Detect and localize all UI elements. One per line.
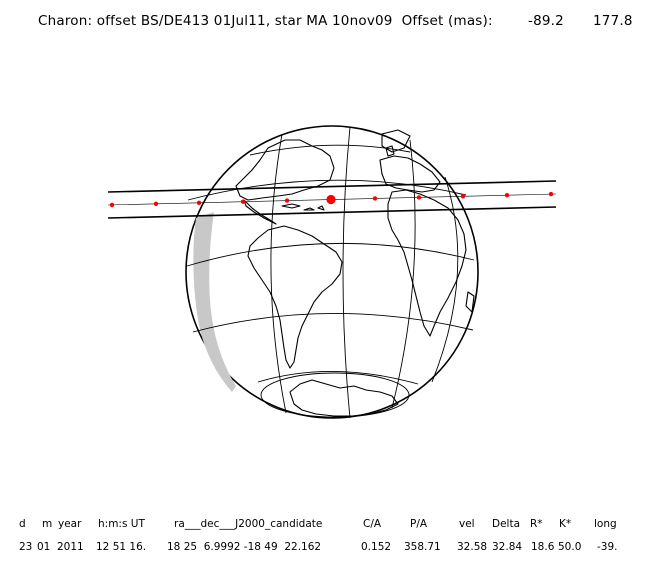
time-point [416, 195, 422, 200]
north-america-coast [235, 139, 335, 201]
polar-circle [260, 372, 410, 418]
africa-coast [387, 189, 467, 337]
meridian-line [342, 126, 351, 419]
greenland-coast [381, 129, 411, 153]
central-america-coast [243, 199, 277, 225]
cell-coordinates: 18 25 6.9992 -18 49 22.162 [167, 541, 322, 553]
col-header-pa: P/A [410, 518, 428, 530]
col-header-r: R* [530, 518, 543, 530]
col-header-delta: Delta [492, 518, 521, 530]
time-point [284, 198, 290, 203]
madagascar-coast [465, 291, 475, 313]
time-point [153, 201, 159, 206]
col-header-time: h:m:s UT [98, 518, 145, 530]
path-north-limit [107, 180, 557, 193]
offset-y-value: 177.8 [593, 13, 633, 29]
cell-r: 18.6 [531, 541, 555, 553]
parallel-line [192, 313, 474, 333]
cell-year: 2011 [57, 541, 84, 553]
coastlines [235, 129, 475, 417]
globe-disc [185, 125, 479, 419]
time-point [548, 191, 554, 197]
time-point [372, 196, 378, 201]
cell-ca: 0.152 [361, 541, 392, 553]
cell-d: 23 [19, 541, 33, 553]
cell-pa: 358.71 [404, 541, 441, 553]
col-header-vel: vel [459, 518, 475, 530]
cell-delta: 32.84 [492, 541, 523, 553]
caribbean-islands [281, 203, 325, 211]
col-header-m: m [42, 518, 53, 530]
time-point [109, 202, 115, 208]
cell-long: -39. [597, 541, 618, 553]
col-header-d: d [19, 518, 26, 530]
british-isles [385, 145, 395, 157]
col-header-ca: C/A [363, 518, 382, 530]
col-header-long: long [594, 518, 617, 530]
col-header-coordinates: ra___dec___J2000_candidate [174, 518, 323, 530]
col-header-year: year [58, 518, 82, 530]
cell-m: 01 [37, 541, 51, 553]
time-point [240, 199, 246, 204]
parallel-line [249, 144, 411, 156]
time-point [460, 194, 466, 199]
meridian-line [391, 139, 416, 409]
antarctica-coast [289, 379, 399, 417]
centerline-points [109, 191, 554, 208]
cell-time: 12 51 16. [96, 541, 147, 553]
parallel-line [186, 242, 475, 267]
time-point [504, 193, 510, 198]
cell-vel: 32.58 [457, 541, 488, 553]
cell-k: 50.0 [558, 541, 582, 553]
south-america-coast [247, 225, 343, 369]
meridian-line [270, 133, 287, 414]
night-shade [193, 212, 236, 392]
offset-x-value: -89.2 [528, 13, 564, 29]
time-point [196, 200, 202, 205]
europe-coast [379, 155, 441, 193]
meridian-line [431, 176, 459, 383]
time-point-central [326, 194, 336, 205]
graticule [186, 126, 475, 419]
col-header-k: K* [559, 518, 572, 530]
plot-title: Charon: offset BS/DE413 01Jul11, star MA… [38, 13, 493, 29]
path-south-limit [107, 206, 557, 219]
